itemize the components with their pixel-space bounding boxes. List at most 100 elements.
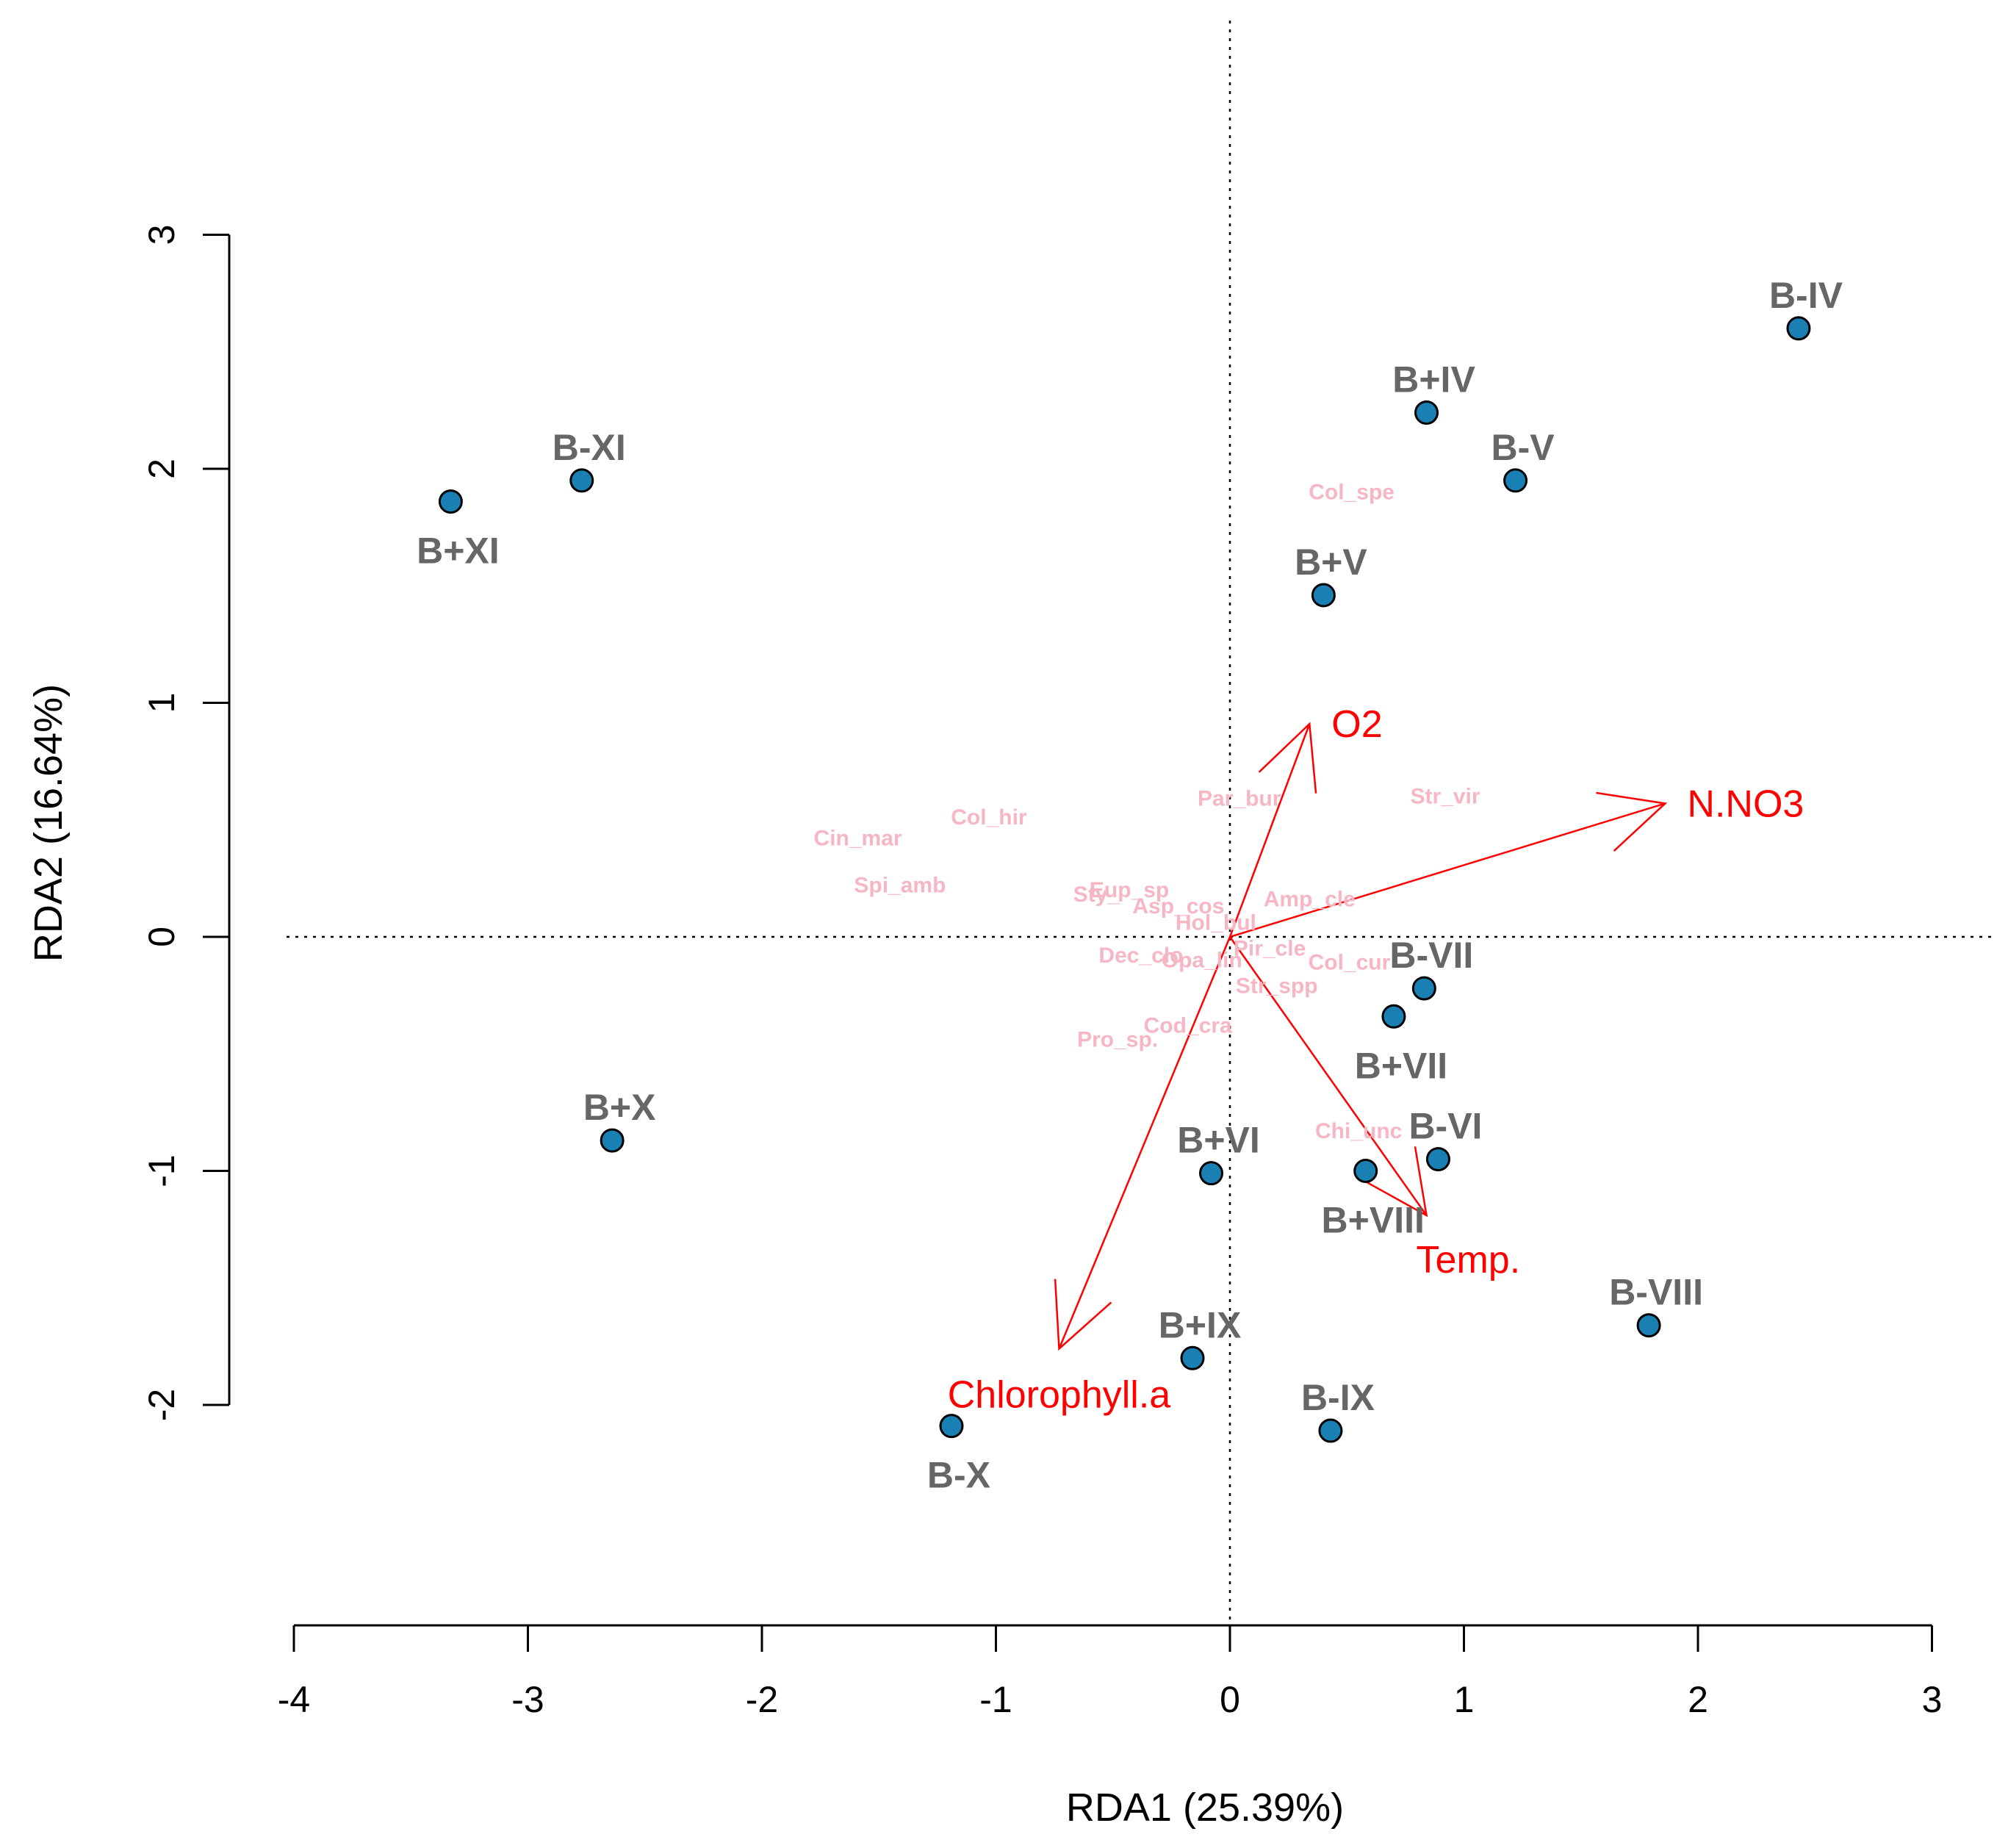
site-label: B-XI [553,427,626,468]
env-vector-n-no3: N.NO3 [1229,783,1804,938]
env-vector-chlorophyll-a: Chlorophyll.a [948,936,1231,1417]
site-bplus-ix: B+IX [1159,1304,1242,1370]
site-label: B-IV [1769,275,1843,316]
species-label-col-cur: Col_cur [1309,951,1391,975]
species-label-opa-lin: Opa_lin [1162,948,1242,972]
species-label-pro-sp: Pro_sp. [1077,1028,1158,1052]
species-label-par-bur: Par_bur [1198,787,1281,811]
site-label: B+VII [1355,1045,1447,1086]
site-bplus-vii: B+VII [1355,1004,1447,1086]
site-b-vii: B-VII [1389,935,1473,1001]
site-label: B-IX [1301,1377,1375,1418]
site-point [1311,583,1336,608]
site-label: B+VI [1177,1120,1260,1161]
site-label: B+X [583,1087,656,1128]
y-tick-label: 2 [141,459,182,479]
y-tick-label: 1 [141,693,182,713]
site-point [1381,1004,1406,1029]
y-tick-label: 0 [141,927,182,947]
site-bplus-viii: B+VIII [1322,1159,1425,1241]
species-label-col-hir: Col_hir [951,805,1027,830]
site-point [1353,1159,1378,1183]
site-point [1786,316,1811,341]
y-tick-label: -1 [141,1154,182,1187]
site-label: B-V [1491,427,1555,468]
species-label-dec-clo: Dec_clo [1098,943,1183,968]
site-bplus-iv: B+IV [1392,359,1475,425]
site-point [1414,400,1439,425]
x-tick-label: -2 [746,1679,778,1720]
species-label-eup-sp: Eup_sp [1090,878,1169,902]
species-scores: Col_spe Str_vir Par_bur Col_hir Cin_mar Spi_a… [814,480,1480,1143]
env-vector-temp: Temp. [1228,936,1521,1281]
x-tick-label: 2 [1688,1679,1708,1720]
species-label-str-spp: Str_spp [1236,974,1318,998]
species-label-asp-cos: Asp_cos [1132,894,1224,918]
site-point [939,1414,964,1439]
env-arrow-shaft [1058,936,1231,1350]
y-tick-label: -2 [141,1389,182,1421]
site-b-xi: B-XI [553,427,626,493]
site-b-viii: B-VIII [1609,1272,1703,1338]
species-label-sty: Sty_ [1073,882,1120,907]
site-b-x: B-X [927,1414,990,1496]
environmental-vectors: O2 N.NO3 Temp. Chlorophyll.a [948,703,1804,1416]
site-label: B-VIII [1609,1272,1703,1313]
site-bplus-v: B+V [1295,542,1367,608]
site-label: B+IX [1159,1304,1242,1345]
site-bplus-xi: B+XI [417,489,500,572]
x-tick-label: 0 [1220,1679,1240,1720]
species-label-col-spe: Col_spe [1309,480,1395,504]
env-label-temp: Temp. [1417,1239,1521,1281]
site-point [1636,1313,1661,1338]
site-b-v: B-V [1491,427,1555,493]
env-label-n-no3: N.NO3 [1687,783,1804,825]
site-bplus-vi: B+VI [1177,1120,1260,1186]
species-label-hol-bul: Hol_bul [1176,910,1256,935]
x-tick-label: -3 [511,1679,544,1720]
site-b-vi: B-VI [1408,1106,1482,1172]
species-label-str-vir: Str_vir [1410,784,1480,808]
env-arrow-head [1054,1279,1112,1351]
env-vector-o2: O2 [1228,703,1383,938]
site-point [1180,1345,1205,1370]
env-arrow-head [1596,791,1668,852]
x-tick-label: 1 [1454,1679,1475,1720]
site-bplus-x: B+X [583,1087,656,1153]
x-tick-label: 3 [1922,1679,1943,1720]
axes: -4 -3 -2 -1 0 1 2 3 -2 -1 0 1 2 3 [141,225,1942,1720]
site-point [1411,976,1436,1001]
site-point [1318,1418,1343,1443]
x-tick-label: -4 [278,1679,310,1720]
site-b-iv: B-IV [1769,275,1843,341]
site-label: B+XI [417,531,500,572]
zero-reference-lines [287,21,1995,1622]
species-label-cin-mar: Cin_mar [814,827,902,851]
site-label: B+IV [1392,359,1475,400]
x-tick-label: -1 [979,1679,1012,1720]
env-label-o2: O2 [1331,703,1382,746]
site-label: B-VII [1389,935,1473,976]
site-point [438,489,463,514]
site-point [569,468,594,493]
site-point [1503,468,1528,493]
species-label-amp-cle: Amp_cle [1264,888,1356,912]
env-arrow-head [1258,722,1317,794]
species-label-cod-cra: Cod_cra [1144,1014,1232,1038]
env-arrow-head [1364,1146,1428,1218]
env-label-chlorophyll-a: Chlorophyll.a [948,1374,1171,1417]
env-arrow-shaft [1229,802,1666,938]
site-point [600,1128,625,1153]
site-scores: B-IV B+IV B-V B-XI B+XI B+V B-VII B+VII B+X B-VI B… [417,275,1843,1496]
y-axis-title: RDA2 (16.64%) [26,684,71,962]
site-point [1425,1147,1450,1172]
species-label-pir-cle: Pir_cle [1234,936,1306,960]
site-label: B-X [927,1455,990,1496]
site-label: B+V [1295,542,1367,583]
site-point [1199,1161,1224,1186]
site-b-ix: B-IX [1301,1377,1375,1443]
site-label: B+VIII [1322,1200,1425,1241]
species-label-chi-unc: Chi_unc [1315,1119,1402,1143]
env-arrow-shaft [1228,723,1311,938]
